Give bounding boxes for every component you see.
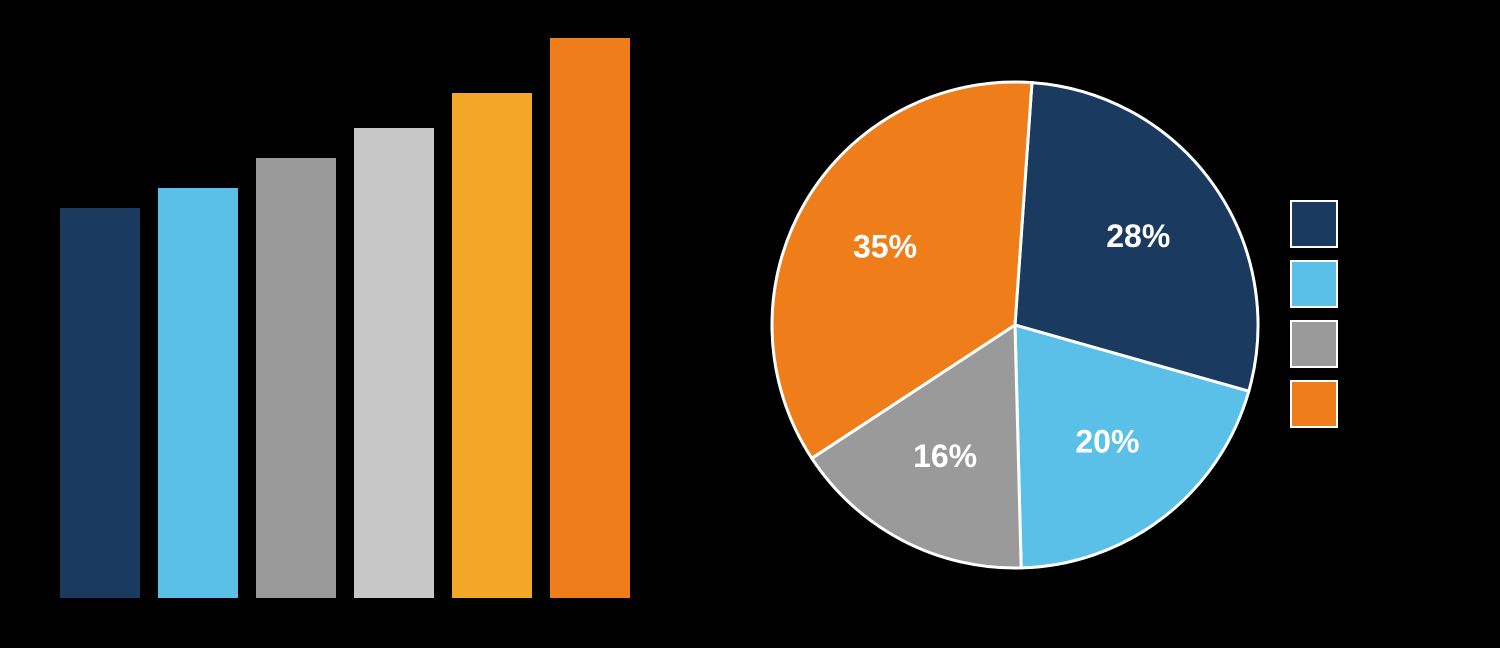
pie-chart: 28% 20% 16% 35% [770, 80, 1260, 570]
legend-item-0 [1290, 200, 1338, 248]
bar-5 [550, 38, 630, 598]
legend-item-3 [1290, 380, 1338, 428]
bar-2 [256, 158, 336, 598]
bar-chart [60, 38, 660, 598]
chart-canvas: 28% 20% 16% 35% [0, 0, 1500, 648]
bar-3 [354, 128, 434, 598]
pie-label-0: 28% [1106, 218, 1170, 254]
bar-1 [158, 188, 238, 598]
bar-4 [452, 93, 532, 598]
legend-swatch-1 [1290, 260, 1338, 308]
bar-0 [60, 208, 140, 598]
legend-swatch-0 [1290, 200, 1338, 248]
legend-item-1 [1290, 260, 1338, 308]
pie-svg: 28% 20% 16% 35% [770, 80, 1260, 570]
legend-swatch-2 [1290, 320, 1338, 368]
legend-item-2 [1290, 320, 1338, 368]
pie-label-3: 35% [853, 228, 917, 264]
pie-label-2: 16% [913, 438, 977, 474]
legend [1290, 200, 1338, 428]
legend-swatch-3 [1290, 380, 1338, 428]
pie-label-1: 20% [1075, 423, 1139, 459]
